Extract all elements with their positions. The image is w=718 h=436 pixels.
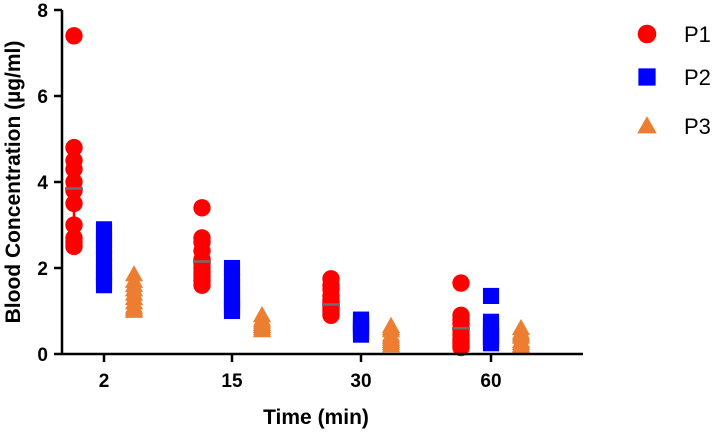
data-point-P1: [65, 160, 83, 178]
axes: 0 2 4 6 8 2 15 30 60: [37, 1, 583, 392]
data-point-P1: [193, 199, 211, 217]
legend-label: P3: [684, 114, 711, 139]
data-point-P3: [511, 338, 531, 355]
y-axis-title: Blood Concentration (µg/ml): [2, 41, 25, 324]
legend-item-P2: P2: [638, 65, 711, 90]
data-point-P1: [65, 138, 83, 157]
x-tick-label: 15: [221, 371, 243, 392]
data-point-P1: [65, 194, 83, 213]
plot-area: [65, 27, 531, 357]
legend-marker: [637, 24, 657, 44]
data-point-P2: [95, 277, 113, 294]
x-tick-label: 2: [99, 371, 110, 392]
data-point-P1: [193, 276, 211, 294]
y-tick-label: 2: [37, 259, 48, 280]
series-P3: [124, 265, 531, 355]
data-point-P2: [482, 335, 500, 352]
data-point-P2: [223, 302, 241, 320]
legend-label: P2: [684, 65, 711, 90]
x-axis-title: Time (min): [263, 406, 369, 429]
data-point-P3: [381, 336, 401, 353]
legend-marker: [638, 68, 656, 86]
legend-item-P1: P1: [637, 22, 711, 47]
data-point-P1: [452, 338, 470, 357]
data-point-P3: [124, 301, 144, 318]
y-tick-label: 8: [37, 1, 48, 22]
y-tick-label: 4: [37, 173, 48, 194]
data-point-P1: [322, 306, 340, 324]
legend: P1 P2 P3: [637, 22, 711, 139]
data-point-P1: [65, 216, 83, 234]
series-P2: [95, 221, 500, 352]
y-tick-label: 0: [37, 345, 48, 366]
data-point-P3: [252, 321, 272, 338]
data-point-P2: [352, 326, 370, 343]
data-point-P1: [65, 237, 83, 256]
x-tick-label: 60: [480, 371, 501, 392]
series-P1: [65, 27, 470, 357]
legend-label: P1: [684, 22, 711, 47]
data-point-P1: [65, 27, 83, 45]
x-tick-label: 30: [350, 371, 371, 392]
legend-marker: [637, 116, 657, 134]
y-tick-label: 6: [37, 87, 48, 108]
data-point-P1: [452, 274, 470, 292]
legend-item-P3: P3: [637, 114, 711, 139]
data-point-P1: [65, 181, 83, 200]
data-point-P2: [482, 287, 500, 304]
